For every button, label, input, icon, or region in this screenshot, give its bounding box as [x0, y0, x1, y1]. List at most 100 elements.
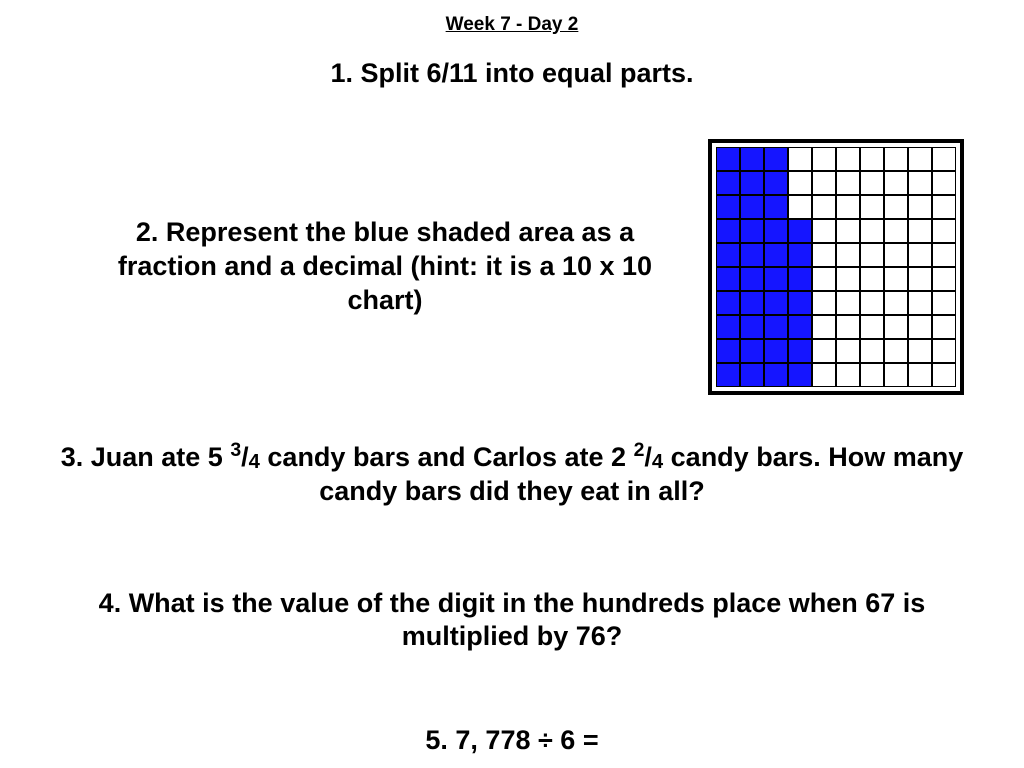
grid-cell — [764, 195, 788, 219]
grid-cell — [908, 267, 932, 291]
grid-cell — [716, 267, 740, 291]
grid-cell — [764, 363, 788, 387]
grid-cell — [836, 171, 860, 195]
grid-cell — [764, 267, 788, 291]
grid-cell — [932, 363, 956, 387]
grid-cell — [860, 291, 884, 315]
grid-cell — [716, 195, 740, 219]
page-header: Week 7 - Day 2 — [0, 0, 1024, 36]
grid-cell — [884, 363, 908, 387]
question-2-row: 2. Represent the blue shaded area as a f… — [0, 139, 1024, 395]
grid-cell — [812, 147, 836, 171]
grid-cell — [932, 315, 956, 339]
grid-cell — [764, 219, 788, 243]
grid-cell — [836, 291, 860, 315]
grid-cell — [740, 171, 764, 195]
grid-cell — [860, 195, 884, 219]
grid-cell — [932, 147, 956, 171]
grid-cell — [908, 195, 932, 219]
grid-cell — [788, 243, 812, 267]
question-1: 1. Split 6/11 into equal parts. — [0, 58, 1024, 89]
grid-chart — [716, 147, 956, 387]
grid-cell — [932, 219, 956, 243]
grid-cell — [788, 363, 812, 387]
grid-cell — [812, 243, 836, 267]
grid-cell — [932, 339, 956, 363]
grid-cell — [884, 195, 908, 219]
grid-cell — [812, 171, 836, 195]
grid-cell — [884, 147, 908, 171]
grid-cell — [788, 171, 812, 195]
grid-cell — [908, 171, 932, 195]
grid-cell — [716, 291, 740, 315]
question-5: 5. 7, 778 ÷ 6 = — [0, 724, 1024, 758]
grid-cell — [740, 291, 764, 315]
grid-cell — [836, 339, 860, 363]
grid-cell — [740, 315, 764, 339]
grid-cell — [908, 363, 932, 387]
grid-cell — [860, 315, 884, 339]
grid-cell — [932, 243, 956, 267]
grid-cell — [884, 267, 908, 291]
grid-cell — [764, 291, 788, 315]
grid-cell — [884, 315, 908, 339]
grid-cell — [884, 171, 908, 195]
grid-cell — [836, 219, 860, 243]
grid-cell — [836, 243, 860, 267]
grid-cell — [764, 147, 788, 171]
grid-cell — [764, 339, 788, 363]
grid-cell — [884, 219, 908, 243]
q3-text-mid: candy bars and Carlos ate 2 — [260, 442, 634, 472]
grid-cell — [908, 147, 932, 171]
grid-cell — [716, 147, 740, 171]
grid-cell — [860, 243, 884, 267]
grid-chart-border — [708, 139, 964, 395]
grid-cell — [860, 363, 884, 387]
grid-cell — [812, 195, 836, 219]
grid-cell — [908, 315, 932, 339]
grid-cell — [788, 195, 812, 219]
grid-cell — [932, 267, 956, 291]
grid-cell — [740, 219, 764, 243]
question-4: 4. What is the value of the digit in the… — [0, 587, 1024, 655]
grid-cell — [716, 363, 740, 387]
question-2: 2. Represent the blue shaded area as a f… — [40, 216, 680, 317]
q3-frac1-denominator: 4 — [249, 451, 260, 473]
grid-cell — [788, 339, 812, 363]
q3-frac2-slash: / — [644, 442, 652, 472]
grid-cell — [860, 147, 884, 171]
grid-cell — [716, 171, 740, 195]
grid-cell — [908, 243, 932, 267]
grid-cell — [908, 339, 932, 363]
grid-cell — [860, 171, 884, 195]
grid-cell — [860, 267, 884, 291]
grid-cell — [788, 315, 812, 339]
grid-cell — [932, 171, 956, 195]
grid-cell — [860, 219, 884, 243]
grid-cell — [740, 363, 764, 387]
grid-cell — [788, 291, 812, 315]
grid-cell — [836, 195, 860, 219]
grid-cell — [836, 147, 860, 171]
q3-frac2-denominator: 4 — [652, 451, 663, 473]
grid-cell — [860, 339, 884, 363]
grid-cell — [884, 339, 908, 363]
grid-cell — [764, 243, 788, 267]
grid-cell — [812, 219, 836, 243]
grid-cell — [740, 147, 764, 171]
grid-cell — [932, 195, 956, 219]
grid-cell — [764, 315, 788, 339]
q3-frac1-numerator: 3 — [230, 439, 241, 461]
q3-text-pre: 3. Juan ate 5 — [61, 442, 231, 472]
grid-cell — [932, 291, 956, 315]
grid-cell — [740, 339, 764, 363]
grid-cell — [884, 243, 908, 267]
grid-cell — [740, 267, 764, 291]
grid-cell — [836, 315, 860, 339]
grid-cell — [884, 291, 908, 315]
grid-cell — [836, 363, 860, 387]
grid-cell — [740, 243, 764, 267]
grid-cell — [764, 171, 788, 195]
grid-cell — [716, 315, 740, 339]
grid-cell — [788, 267, 812, 291]
